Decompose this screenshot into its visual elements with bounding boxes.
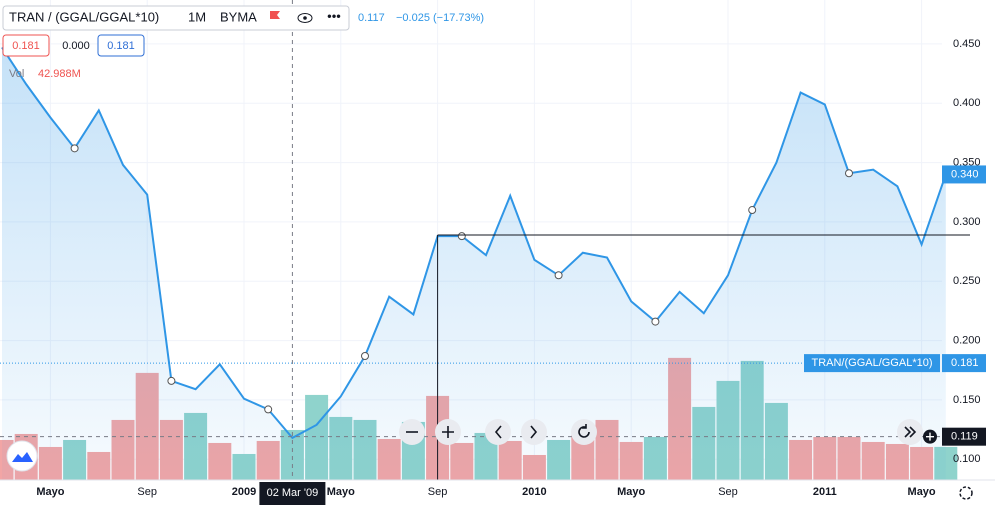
header: TRAN / (GGAL/GGAL*10) 1M BYMA ••• 0.117 … — [2, 5, 484, 80]
point-marker — [748, 206, 757, 215]
zoom-in-icon — [442, 426, 454, 438]
crosshair-y-label: 0.119 — [951, 431, 978, 443]
point-marker — [651, 317, 660, 326]
reset[interactable] — [571, 419, 597, 445]
last-value: 0.117 — [358, 12, 385, 24]
eye-pupil — [303, 16, 307, 20]
box1 — [2, 34, 50, 57]
flag-icon[interactable] — [270, 11, 280, 19]
y-tick-label: 0.250 — [953, 275, 981, 287]
settings-icon[interactable] — [959, 486, 973, 500]
x-tick-label: Mayo — [327, 486, 355, 498]
box3 — [97, 34, 145, 57]
y-tick-label: 0.100 — [953, 453, 981, 465]
ref-name-tag — [804, 354, 940, 373]
ref-price-tag — [942, 354, 986, 373]
crosshair-y-tag — [942, 427, 986, 446]
point-marker — [70, 144, 79, 153]
y-tick-label: 0.400 — [953, 97, 981, 109]
box3-text: 0.181 — [107, 40, 135, 52]
point-marker — [167, 376, 176, 385]
interval: 1M — [188, 9, 206, 24]
point-marker — [361, 351, 369, 360]
y-tick-label: 0.150 — [953, 394, 981, 406]
scroll-left-icon — [494, 425, 502, 439]
area — [2, 47, 946, 481]
box1-text: 0.181 — [12, 40, 40, 52]
change: −0.025 (−17.73%) — [396, 12, 484, 24]
x-tick-label: Mayo — [908, 486, 936, 498]
x-tick-label: Sep — [428, 486, 448, 498]
last-price: 0.340 — [951, 168, 979, 180]
x-tick-label: 2010 — [522, 486, 546, 498]
x-tick-label: 2009 — [232, 486, 256, 498]
crosshair-x-label: 02 Mar '09 — [267, 487, 319, 499]
x-tick-label: Sep — [137, 486, 157, 498]
header-box[interactable] — [2, 5, 350, 31]
logo[interactable] — [6, 440, 38, 472]
y-tick-label: 0.200 — [953, 334, 981, 346]
ref-name: TRAN/(GGAL/GGAL*10) — [811, 357, 932, 369]
axes: 0.1000.1500.2000.2500.3000.3500.4000.450… — [36, 38, 986, 505]
crosshair-plus-icon — [926, 432, 934, 441]
point-marker — [845, 169, 853, 178]
x-tick-label: Mayo — [36, 486, 64, 498]
scroll-right-icon — [530, 425, 538, 439]
ref-price: 0.181 — [951, 357, 979, 369]
crosshair-x-tag — [259, 482, 326, 505]
x-tick-label: 2011 — [813, 486, 837, 498]
go-latest-icon — [904, 426, 917, 438]
scroll-right[interactable] — [521, 419, 547, 445]
toolbar — [6, 419, 973, 500]
logo-icon — [12, 452, 33, 462]
vol-label: Vol — [9, 68, 24, 80]
last-price-tag — [942, 165, 986, 184]
eye-icon[interactable] — [297, 13, 313, 23]
more-icon[interactable]: ••• — [327, 8, 341, 23]
symbol: TRAN / (GGAL/GGAL*10) — [9, 9, 159, 24]
point-marker — [554, 271, 563, 280]
point-marker — [457, 232, 466, 241]
scroll-left[interactable] — [485, 419, 511, 445]
exchange: BYMA — [220, 9, 257, 24]
reset-icon — [578, 424, 590, 438]
y-tick-label: 0.450 — [953, 38, 981, 50]
x-tick-label: Sep — [718, 486, 738, 498]
price-line — [1, 46, 947, 440]
point-marker — [264, 405, 273, 414]
vol-value: 42.988M — [38, 68, 81, 80]
x-tick-label: Mayo — [617, 486, 645, 498]
y-tick-label: 0.300 — [953, 216, 981, 228]
box2-text: 0.000 — [62, 40, 90, 52]
